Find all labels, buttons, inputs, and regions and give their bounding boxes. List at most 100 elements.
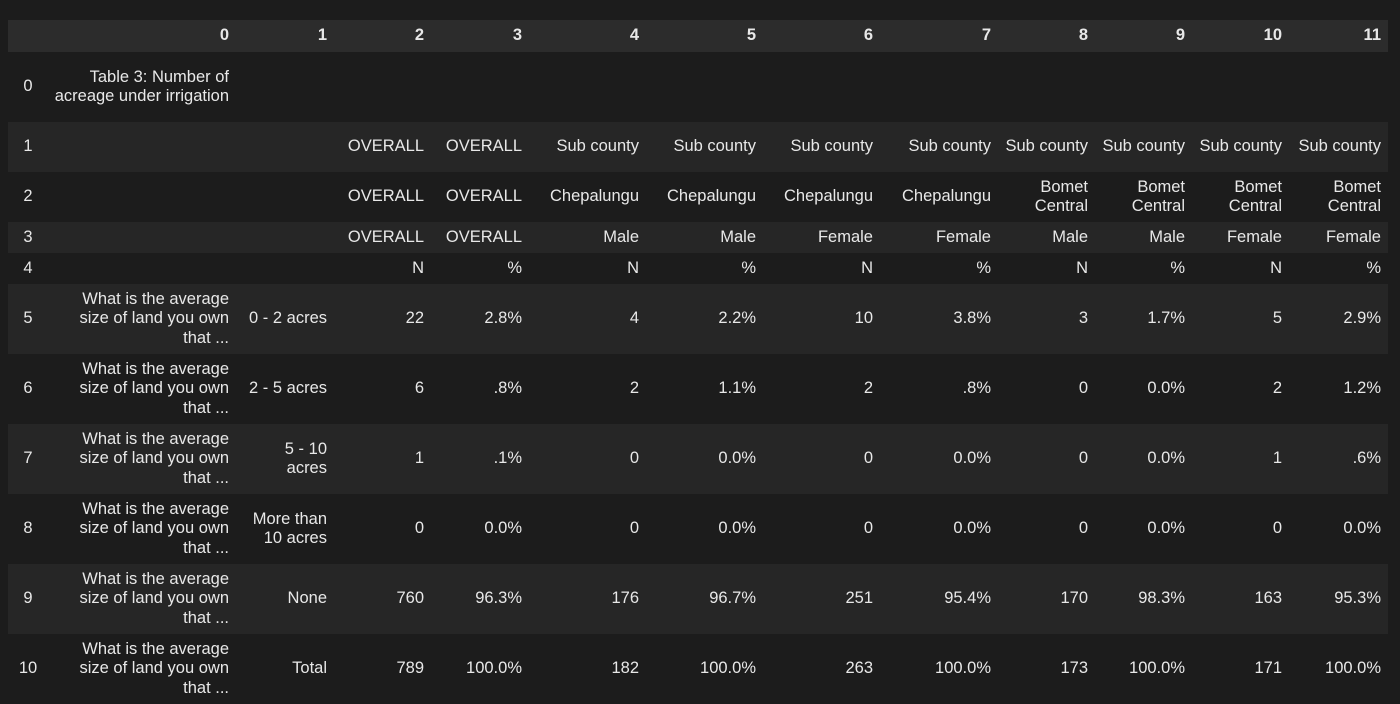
table-cell: 95.4% — [944, 589, 991, 608]
table-cell: Sub county — [1005, 137, 1088, 156]
table-row: 6 What is the average size of land you ow… — [8, 354, 1388, 424]
table-cell: 0 — [1272, 519, 1282, 538]
table-cell: OVERALL — [445, 187, 522, 206]
column-header: 11 — [1289, 20, 1388, 52]
table-cell: .1% — [493, 449, 522, 468]
row-index: 0 — [23, 77, 33, 96]
table-cell — [48, 172, 236, 222]
table-cell: Female — [1226, 227, 1282, 246]
table-row: 10 What is the average size of land you o… — [8, 634, 1388, 704]
table-cell — [431, 52, 529, 122]
table-cell: 100.0% — [1129, 659, 1185, 678]
table-cell: 0.0% — [718, 449, 756, 468]
table-cell: Sub county — [1102, 137, 1185, 156]
table-cell: % — [1170, 258, 1185, 277]
table-cell: 0 — [629, 519, 639, 538]
table-cell: 10 — [854, 309, 873, 328]
table-cell: 5 — [1272, 309, 1282, 328]
table-cell — [236, 52, 334, 122]
column-header: 6 — [763, 20, 880, 52]
table-cell: 0.0% — [1147, 449, 1185, 468]
table-cell: 0.0% — [484, 519, 522, 538]
table-cell: 2.9% — [1343, 309, 1381, 328]
table-cell: 2 — [863, 379, 873, 398]
row-index: 6 — [23, 379, 33, 398]
table-header: 0 1 2 3 4 5 6 7 8 9 10 11 — [8, 20, 1388, 52]
table-cell — [1289, 52, 1388, 122]
table-cell: 0.0% — [1147, 379, 1185, 398]
column-header: 2 — [334, 20, 431, 52]
table-cell: N — [1076, 258, 1088, 277]
table-cell: Total — [292, 659, 327, 678]
table-cell: Male — [603, 227, 639, 246]
table-cell: Sub county — [1298, 137, 1381, 156]
column-header: 4 — [529, 20, 646, 52]
table-cell: Sub county — [673, 137, 756, 156]
table-cell: Male — [1052, 227, 1088, 246]
table-cell: What is the average size of land you own… — [79, 289, 229, 347]
table-cell: 0.0% — [1147, 519, 1185, 538]
table-cell: 98.3% — [1138, 589, 1185, 608]
column-header: 10 — [1192, 20, 1289, 52]
table-cell: Male — [1149, 227, 1185, 246]
table-cell: 0.0% — [718, 519, 756, 538]
table-cell: 0 — [1078, 449, 1088, 468]
table-cell: Chepalungu — [667, 187, 756, 206]
table-cell — [880, 52, 998, 122]
row-index: 2 — [23, 187, 33, 206]
table-cell — [646, 52, 763, 122]
table-cell: % — [507, 258, 522, 277]
table-cell: OVERALL — [445, 227, 522, 246]
column-header: 0 — [48, 20, 236, 52]
row-index: 4 — [23, 258, 33, 277]
table-row: 7 What is the average size of land you ow… — [8, 424, 1388, 494]
table-row: 3 OVERALL OVERALL Male Male Female Female Male M… — [8, 222, 1388, 253]
table-cell: OVERALL — [347, 187, 424, 206]
table-cell: N — [627, 258, 639, 277]
row-index: 7 — [23, 449, 33, 468]
column-header: 8 — [998, 20, 1095, 52]
row-index: 5 — [23, 309, 33, 328]
table-cell — [1192, 52, 1289, 122]
table-cell: 0 — [629, 449, 639, 468]
table-cell: 96.3% — [475, 589, 522, 608]
table-cell: OVERALL — [445, 137, 522, 156]
table-cell — [48, 222, 236, 253]
table-cell: Female — [817, 227, 873, 246]
table-cell: 0 — [863, 449, 873, 468]
table-cell: Sub county — [908, 137, 991, 156]
table-cell: What is the average size of land you own… — [79, 639, 229, 697]
row-index: 1 — [23, 137, 33, 156]
table-cell — [48, 122, 236, 172]
table-cell: 2 — [629, 379, 639, 398]
table-cell — [236, 253, 334, 284]
table-cell: Bomet Central — [1034, 177, 1088, 216]
table-cell: Female — [1325, 227, 1381, 246]
table-cell: 173 — [1060, 659, 1088, 678]
row-index: 10 — [18, 659, 38, 678]
table-cell: 789 — [396, 659, 424, 678]
table-cell: 100.0% — [466, 659, 522, 678]
table-cell: Table 3: Number of acreage under irrigat… — [54, 67, 229, 106]
table-cell: N — [861, 258, 873, 277]
table-cell: N — [412, 258, 424, 277]
table-body: 0 Table 3: Number of acreage under irriga… — [8, 52, 1388, 704]
table-cell: 0.0% — [953, 449, 991, 468]
table-cell — [236, 172, 334, 222]
table-cell: .8% — [962, 379, 991, 398]
table-cell: 1 — [1272, 449, 1282, 468]
column-header: 9 — [1095, 20, 1192, 52]
table-cell — [763, 52, 880, 122]
table-cell: 2.8% — [484, 309, 522, 328]
table-cell: 3.8% — [953, 309, 991, 328]
table-cell: What is the average size of land you own… — [79, 359, 229, 417]
table-cell: 2 - 5 acres — [249, 379, 327, 398]
table-row: 8 What is the average size of land you ow… — [8, 494, 1388, 564]
table-cell: More than 10 acres — [252, 509, 327, 548]
table-cell: 5 - 10 acres — [284, 439, 327, 478]
table-cell: 760 — [396, 589, 424, 608]
table-row: 1 OVERALL OVERALL Sub county Sub county Sub c… — [8, 122, 1388, 172]
table-row: 9 What is the average size of land you ow… — [8, 564, 1388, 634]
table-cell: 0.0% — [1343, 519, 1381, 538]
table-cell — [236, 122, 334, 172]
